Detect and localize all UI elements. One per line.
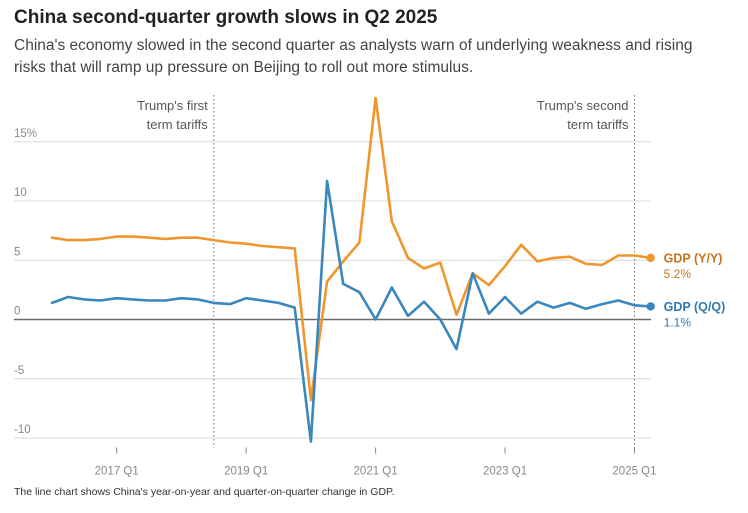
gridlines: [14, 141, 651, 454]
chart-subtitle: China's economy slowed in the second qua…: [14, 37, 693, 76]
x-tick-label: 2019 Q1: [224, 465, 268, 477]
x-tick-label: 2025 Q1: [612, 465, 656, 477]
chart-title: China second-quarter growth slows in Q2 …: [14, 7, 438, 28]
series-lines: [50, 96, 655, 443]
qoq-end-dot: [646, 302, 655, 311]
qoq-end-value: 1.1%: [664, 315, 692, 329]
yoy-end-value: 5.2%: [664, 267, 692, 281]
line-chart: Trump's first term tariffs Trump's second t…: [14, 95, 725, 478]
annotation-text: Trump's first: [137, 98, 208, 113]
qoq-series-label: GDP (Q/Q): [664, 300, 726, 314]
yoy-series-label: GDP (Y/Y): [664, 251, 723, 265]
annotation-text: term tariffs: [147, 117, 209, 132]
yoy-line: [50, 96, 653, 402]
annotation-text: term tariffs: [567, 117, 629, 132]
qoq-line: [50, 179, 653, 443]
y-tick-label: 5: [14, 246, 20, 258]
annotation-text: Trump's second: [537, 98, 629, 113]
chart-labels: 15% 10 5 0 -5 -10 2017 Q1 2019 Q1 2021 Q1 2023 Q1…: [14, 128, 725, 478]
x-tick-label: 2023 Q1: [483, 465, 527, 477]
y-tick-label: 0: [14, 306, 20, 318]
x-tick-label: 2017 Q1: [95, 465, 139, 477]
y-tick-label: 10: [14, 187, 27, 199]
chart-footnote: The line chart shows China's year-on-yea…: [14, 486, 395, 498]
yoy-end-dot: [646, 253, 655, 263]
x-tick-label: 2021 Q1: [354, 465, 398, 477]
y-tick-label: 15%: [14, 128, 37, 140]
y-tick-label: -10: [14, 424, 31, 436]
annotations: Trump's first term tariffs Trump's second t…: [137, 95, 635, 448]
y-tick-label: -5: [14, 365, 24, 377]
